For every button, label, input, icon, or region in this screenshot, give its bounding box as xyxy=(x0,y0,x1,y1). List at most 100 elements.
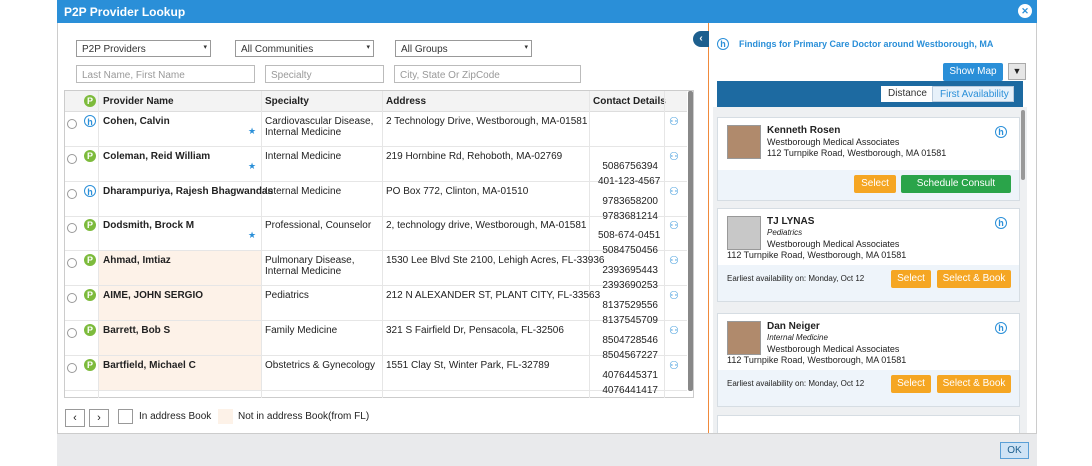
provider-name: Barrett, Bob S xyxy=(103,324,171,336)
column-header: Provider Name xyxy=(103,96,174,107)
card-logo: h xyxy=(995,217,1007,229)
column-divider xyxy=(664,91,665,398)
row-divider xyxy=(65,180,687,182)
not-in-book-cell xyxy=(99,320,261,356)
dropdown[interactable]: All Groups ▾ xyxy=(395,40,532,57)
dropdown[interactable]: All Communities ▾ xyxy=(235,40,374,57)
filter-button[interactable]: ▼ xyxy=(1008,63,1026,80)
specialty: Internal Medicine xyxy=(265,150,342,162)
card-logo: h xyxy=(995,322,1007,334)
provider-photo xyxy=(727,216,761,250)
tab[interactable]: Distance xyxy=(888,88,927,99)
column-divider xyxy=(382,91,383,398)
not-in-book-cell xyxy=(99,286,261,321)
legend-swatch xyxy=(118,409,133,424)
contact: 8137545709 xyxy=(602,315,658,326)
address: 212 N ALEXANDER ST, PLANT CITY, FL-33563 xyxy=(386,290,601,301)
row-divider xyxy=(65,389,687,391)
address: 219 Hornbine Rd, Rehoboth, MA-02769 xyxy=(386,150,563,162)
row-radio[interactable] xyxy=(67,258,77,269)
specialty: Pulmonary Disease, xyxy=(265,255,355,267)
row-divider xyxy=(65,250,687,252)
provider-card-partial xyxy=(717,415,1020,435)
table-header xyxy=(65,91,687,112)
row-divider xyxy=(65,320,687,321)
provider-name: AIME, JOHN SERGIO xyxy=(103,290,204,301)
contact: 9783658200 xyxy=(602,195,658,207)
availability: Earliest availability on: Monday, Oct 12 xyxy=(727,379,865,388)
provider-name: Ahmad, Imtiaz xyxy=(103,255,171,267)
badge: P xyxy=(84,323,96,336)
search-input[interactable]: City, State Or ZipCode xyxy=(394,65,581,83)
contact: 4076445371 xyxy=(602,369,658,381)
results-heading: Findings for Primary Care Doctor around … xyxy=(739,39,994,49)
next-button[interactable]: › xyxy=(89,409,109,427)
provider-photo xyxy=(727,321,761,355)
card-address: 112 Turnpike Road, Westborough, MA 01581 xyxy=(727,250,907,260)
dropdown[interactable]: P2P Providers ▾ xyxy=(76,40,211,57)
badge: h xyxy=(84,115,96,127)
not-in-book-cell xyxy=(99,355,261,391)
specialty: Internal Medicine xyxy=(265,127,342,138)
row-radio[interactable] xyxy=(67,188,77,199)
dropdown-arrow: ▾ xyxy=(524,44,528,51)
close-button[interactable]: ✕ xyxy=(1018,4,1032,18)
column-divider xyxy=(261,91,262,398)
tab-active[interactable]: First Availability xyxy=(932,86,1014,102)
badge: P xyxy=(84,289,96,301)
row-divider xyxy=(65,146,687,147)
contact: 4076441417 xyxy=(602,384,658,396)
star-icon: ★ xyxy=(248,126,257,136)
row-divider xyxy=(65,285,687,287)
card-name: TJ LYNAS xyxy=(767,216,815,227)
select-button[interactable]: Select xyxy=(891,375,931,393)
group-icon[interactable]: ⚇ xyxy=(669,185,679,198)
group-icon[interactable]: ⚇ xyxy=(669,324,679,337)
dialog-title: P2P Provider Lookup xyxy=(64,5,186,19)
row-radio[interactable] xyxy=(67,119,77,129)
group-icon[interactable]: ⚇ xyxy=(669,359,679,372)
card-address: 112 Turnpike Road, Westborough, MA 01581 xyxy=(727,355,907,365)
address: 2, technology drive, Westborough, MA-015… xyxy=(386,220,587,232)
specialty: Pediatrics xyxy=(265,290,309,301)
prev-button[interactable]: ‹ xyxy=(65,409,85,427)
group-icon[interactable]: ⚇ xyxy=(669,116,679,128)
select-button[interactable]: Select xyxy=(891,270,931,288)
badge: P xyxy=(84,358,96,371)
select-button[interactable]: Select xyxy=(854,175,896,193)
ok-button[interactable]: OK xyxy=(1000,442,1029,459)
row-radio[interactable] xyxy=(67,362,77,373)
row-divider xyxy=(65,215,687,217)
row-radio[interactable] xyxy=(67,223,77,234)
card-specialty: Pediatrics xyxy=(767,228,803,237)
row-radio[interactable] xyxy=(67,153,77,164)
group-icon[interactable]: ⚇ xyxy=(669,220,679,233)
specialty: Family Medicine xyxy=(265,324,338,336)
legend-label: Not in address Book(from FL) xyxy=(238,411,370,422)
row-radio[interactable] xyxy=(67,293,77,303)
search-input[interactable]: Last Name, First Name xyxy=(76,65,255,83)
specialty: Cardiovascular Disease, xyxy=(265,116,374,127)
collapse-toggle[interactable]: ‹ xyxy=(693,31,709,47)
group-icon[interactable]: ⚇ xyxy=(669,255,679,268)
footer-bar xyxy=(57,433,1037,466)
group-icon[interactable]: ⚇ xyxy=(669,290,679,302)
dropdown-arrow: ▾ xyxy=(366,44,370,51)
specialty: Internal Medicine xyxy=(265,185,342,197)
dropdown-arrow: ▾ xyxy=(203,44,207,51)
contact: 2393690253 xyxy=(602,280,658,292)
select-book-button[interactable]: Select & Book xyxy=(937,270,1011,288)
show-map-button[interactable]: Show Map xyxy=(943,63,1003,81)
schedule-button[interactable]: Schedule Consult xyxy=(901,175,1011,193)
group-icon[interactable]: ⚇ xyxy=(669,150,679,163)
select-book-button[interactable]: Select & Book xyxy=(937,375,1011,393)
star-icon: ★ xyxy=(248,230,257,241)
row-radio[interactable] xyxy=(67,327,77,338)
search-input[interactable]: Specialty xyxy=(265,65,384,83)
specialty: Professional, Counselor xyxy=(265,220,372,232)
address: 1530 Lee Blvd Ste 2100, Lehigh Acres, FL… xyxy=(386,255,605,267)
address: 321 S Fairfield Dr, Pensacola, FL-32506 xyxy=(386,324,564,336)
provider-name: Cohen, Calvin xyxy=(103,116,170,127)
